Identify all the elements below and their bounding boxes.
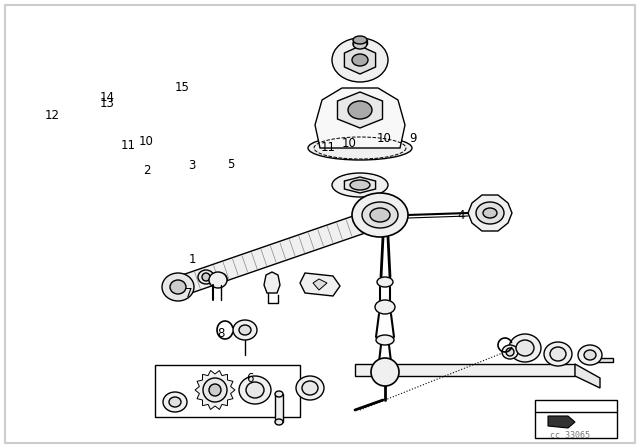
- Text: 10: 10: [376, 132, 392, 146]
- Ellipse shape: [550, 347, 566, 361]
- Ellipse shape: [275, 391, 283, 397]
- Text: 11: 11: [321, 141, 336, 155]
- Text: 5: 5: [227, 158, 234, 172]
- Ellipse shape: [202, 273, 210, 281]
- Ellipse shape: [246, 382, 264, 398]
- Ellipse shape: [170, 280, 186, 294]
- Text: 6: 6: [246, 372, 253, 385]
- Text: 15: 15: [175, 81, 190, 95]
- Ellipse shape: [377, 277, 393, 287]
- Text: 3: 3: [188, 159, 196, 172]
- Ellipse shape: [169, 397, 181, 407]
- Ellipse shape: [350, 180, 370, 190]
- Polygon shape: [575, 364, 600, 388]
- Bar: [595, 358, 613, 362]
- Ellipse shape: [509, 334, 541, 362]
- Bar: [355, 364, 575, 376]
- Text: 13: 13: [100, 97, 115, 111]
- Polygon shape: [315, 88, 405, 148]
- Bar: [535, 400, 617, 438]
- Ellipse shape: [371, 358, 399, 386]
- Ellipse shape: [516, 340, 534, 356]
- Ellipse shape: [353, 39, 367, 49]
- Ellipse shape: [209, 272, 227, 288]
- Polygon shape: [337, 92, 383, 128]
- Text: 14: 14: [100, 91, 115, 104]
- Text: 7: 7: [185, 287, 193, 300]
- Polygon shape: [313, 279, 327, 290]
- Text: 1: 1: [188, 253, 196, 267]
- Ellipse shape: [296, 376, 324, 400]
- Text: 10: 10: [138, 134, 154, 148]
- Polygon shape: [344, 177, 376, 193]
- Polygon shape: [264, 272, 280, 293]
- Ellipse shape: [308, 136, 412, 160]
- Ellipse shape: [163, 392, 187, 412]
- Text: 10: 10: [341, 137, 356, 150]
- Ellipse shape: [213, 273, 227, 285]
- Ellipse shape: [162, 273, 194, 301]
- Ellipse shape: [275, 419, 283, 425]
- Ellipse shape: [239, 376, 271, 404]
- Ellipse shape: [332, 38, 388, 82]
- Ellipse shape: [353, 36, 367, 44]
- Ellipse shape: [209, 384, 221, 396]
- Polygon shape: [344, 46, 376, 74]
- Text: 4: 4: [457, 208, 465, 222]
- Text: 11: 11: [120, 139, 136, 152]
- Ellipse shape: [506, 348, 514, 356]
- Ellipse shape: [578, 345, 602, 365]
- Polygon shape: [300, 273, 340, 296]
- Ellipse shape: [584, 350, 596, 360]
- Ellipse shape: [502, 345, 518, 359]
- Polygon shape: [468, 195, 512, 231]
- Text: 9: 9: [409, 132, 417, 146]
- Text: 8: 8: [217, 327, 225, 340]
- Ellipse shape: [348, 101, 372, 119]
- Ellipse shape: [376, 335, 394, 345]
- Ellipse shape: [375, 300, 395, 314]
- Ellipse shape: [239, 325, 251, 335]
- Text: cc 33065: cc 33065: [550, 431, 590, 439]
- Bar: [275, 394, 283, 422]
- Text: 12: 12: [45, 109, 60, 122]
- Ellipse shape: [476, 202, 504, 224]
- Polygon shape: [195, 370, 235, 409]
- Ellipse shape: [544, 342, 572, 366]
- Ellipse shape: [203, 378, 227, 402]
- Text: 2: 2: [143, 164, 151, 177]
- Polygon shape: [548, 416, 575, 428]
- Ellipse shape: [483, 208, 497, 218]
- Ellipse shape: [332, 173, 388, 197]
- Polygon shape: [175, 209, 381, 297]
- Bar: [155, 365, 300, 417]
- Ellipse shape: [352, 54, 368, 66]
- Ellipse shape: [302, 381, 318, 395]
- Ellipse shape: [198, 270, 214, 284]
- Ellipse shape: [233, 320, 257, 340]
- Ellipse shape: [362, 202, 398, 228]
- Ellipse shape: [352, 193, 408, 237]
- Ellipse shape: [370, 208, 390, 222]
